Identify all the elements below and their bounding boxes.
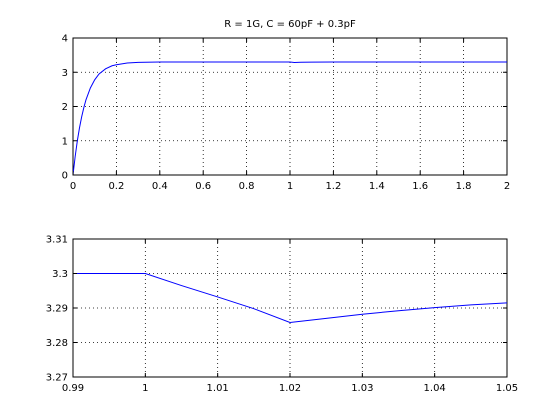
y-tick-label-top: 2 (62, 102, 68, 113)
y-tick-label-bottom: 3.27 (46, 373, 68, 384)
y-tick-label-top: 0 (62, 171, 68, 182)
x-tick-label-top: 1 (287, 181, 293, 192)
x-tick-label-bottom: 1.04 (424, 383, 446, 394)
x-tick-label-top: 1.4 (369, 181, 385, 192)
x-tick-label-bottom: 1.05 (496, 383, 518, 394)
x-tick-label-top: 0.8 (239, 181, 255, 192)
tick-labels-top: 0 0.2 0.4 0.6 0.8 1 1.2 1.4 1.6 1.8 2 0 1 2 3 4 (62, 34, 511, 193)
x-tick-label-bottom: 1.01 (207, 383, 229, 394)
ticks-bottom (72, 238, 508, 378)
x-tick-label-bottom: 1 (142, 383, 148, 394)
x-tick-label-top: 1.2 (325, 181, 341, 192)
x-tick-label-top: 1.8 (456, 181, 472, 192)
x-tick-label-top: 0.4 (152, 181, 168, 192)
x-tick-label-top: 0 (70, 181, 76, 192)
x-tick-label-top: 1.6 (412, 181, 428, 192)
series-line-bottom (73, 273, 508, 324)
x-tick-label-bottom: 1.02 (279, 383, 301, 394)
y-tick-label-bottom: 3.28 (46, 338, 68, 349)
x-tick-label-bottom: 1.03 (351, 383, 373, 394)
y-tick-label-bottom: 3.29 (46, 304, 68, 315)
ticks-top (72, 37, 508, 176)
x-tick-label-top: 0.2 (108, 181, 124, 192)
chart-title: R = 1G, C = 60pF + 0.3pF (224, 19, 356, 30)
x-tick-label-top: 0.6 (195, 181, 211, 192)
y-tick-label-bottom: 3.3 (52, 269, 68, 280)
y-tick-label-top: 1 (62, 136, 68, 147)
x-tick-label-bottom: 0.99 (62, 383, 84, 394)
y-tick-label-top: 4 (62, 34, 68, 45)
y-tick-label-top: 3 (62, 68, 68, 79)
series-line-top (72, 61, 507, 176)
y-tick-label-bottom: 3.31 (46, 235, 68, 246)
plot-bottom: 0.99 1 1.01 1.02 1.03 1.04 1.05 3.27 3.28 3.29 3.3… (46, 235, 518, 395)
grid-top (73, 38, 507, 175)
plot-top: 0 0.2 0.4 0.6 0.8 1 1.2 1.4 1.6 1.8 2 0 1 2 3 4 R = 1G,… (62, 19, 511, 192)
x-tick-label-top: 2 (504, 181, 510, 192)
tick-labels-bottom: 0.99 1 1.01 1.02 1.03 1.04 1.05 3.27 3.28 3.29 3.3… (46, 235, 518, 395)
